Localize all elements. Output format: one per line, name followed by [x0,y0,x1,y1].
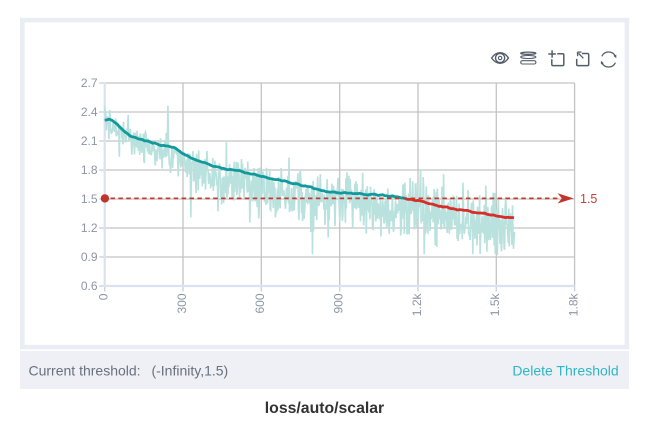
svg-text:0: 0 [97,293,111,300]
svg-text:300: 300 [175,293,189,313]
svg-text:0.6: 0.6 [81,279,98,293]
svg-text:1.8: 1.8 [81,163,98,177]
svg-text:loss/auto/scalar: loss/auto/scalar [265,400,384,417]
svg-text:Current threshold: (-Infinity: Current threshold: (-Infinity,1.5) [29,362,229,378]
svg-text:1.5: 1.5 [580,192,597,206]
svg-text:2.4: 2.4 [81,105,98,119]
svg-text:2.7: 2.7 [81,76,98,90]
svg-text:2.1: 2.1 [81,134,98,148]
svg-text:600: 600 [253,293,267,313]
svg-text:1.5k: 1.5k [488,293,502,317]
svg-text:Delete Threshold: Delete Threshold [512,362,618,378]
svg-text:1.2: 1.2 [81,221,98,235]
svg-text:900: 900 [332,293,346,313]
svg-text:0.9: 0.9 [81,250,98,264]
svg-text:1.5: 1.5 [81,192,98,206]
svg-text:1.8k: 1.8k [566,293,580,317]
svg-text:1.2k: 1.2k [410,293,424,317]
